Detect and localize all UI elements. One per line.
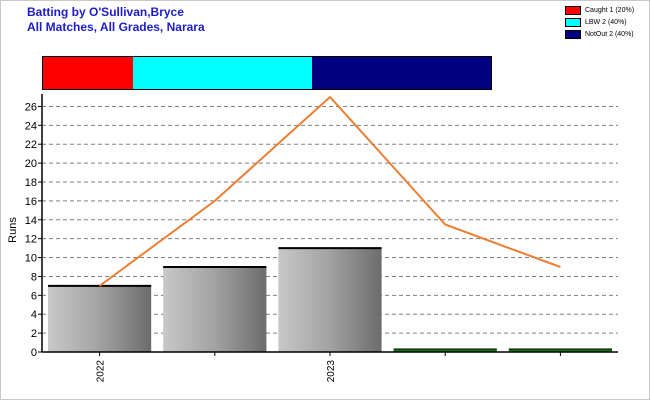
y-axis-label: Runs: [7, 217, 19, 243]
y-tick-label: 0: [31, 347, 37, 359]
legend: Caught 1 (20%) LBW 2 (40%) NotOut 2 (40%…: [565, 5, 634, 41]
bar: [393, 349, 497, 352]
bar: [508, 349, 612, 352]
dismissal-split-bar: [42, 56, 492, 90]
legend-item-caught: Caught 1 (20%): [565, 5, 634, 16]
x-tick-label: 2023: [326, 360, 337, 383]
bar: [48, 285, 152, 352]
split-segment-notout: [311, 57, 491, 89]
split-segment-caught: [43, 57, 133, 89]
split-segment-lbw: [132, 57, 312, 89]
y-tick-label: 8: [31, 271, 37, 283]
y-tick-label: 6: [31, 290, 37, 302]
y-tick-label: 26: [25, 101, 37, 113]
y-tick-label: 16: [25, 196, 37, 208]
runs-line-path: [99, 95, 561, 287]
chart-subtitle: All Matches, All Grades, Narara: [27, 20, 205, 34]
y-tick-label: 20: [25, 158, 37, 170]
y-tick-label: 22: [25, 139, 37, 151]
legend-item-lbw: LBW 2 (40%): [565, 17, 634, 28]
y-tick-label: 14: [25, 215, 37, 227]
y-tick-label: 10: [25, 253, 37, 265]
legend-swatch-lbw: [565, 18, 581, 27]
y-tick-label: 18: [25, 177, 37, 189]
bar: [278, 248, 382, 352]
legend-item-notout: NotOut 2 (40%): [565, 29, 634, 40]
chart-title: Batting by O'Sullivan,Bryce: [27, 5, 184, 19]
legend-label-notout: NotOut 2 (40%): [585, 31, 634, 38]
runs-line: [99, 95, 561, 287]
legend-label-caught: Caught 1 (20%): [585, 7, 635, 14]
legend-label-lbw: LBW 2 (40%): [585, 19, 627, 26]
bars: [48, 247, 612, 352]
bar: [163, 267, 267, 352]
y-tick-label: 24: [25, 120, 37, 132]
y-tick-label: 12: [25, 234, 37, 246]
legend-swatch-notout: [565, 30, 581, 39]
x-tick-label: 2022: [96, 360, 107, 383]
y-tick-label: 4: [31, 309, 37, 321]
legend-swatch-caught: [565, 6, 581, 15]
y-tick-label: 2: [31, 328, 37, 340]
